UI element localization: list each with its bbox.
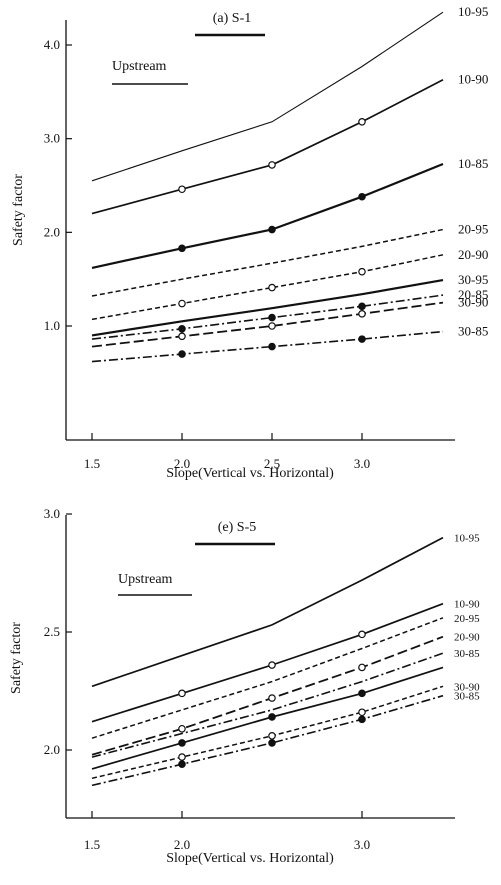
x-tick-label: 2.0	[174, 456, 190, 471]
series-line-10-90	[91, 78, 444, 215]
data-point	[268, 283, 276, 292]
series-label: 20-90	[454, 632, 480, 644]
x-tick-label: 2.0	[174, 837, 190, 852]
series-label: 20-95	[454, 613, 480, 625]
data-point	[268, 713, 276, 721]
series-line-30-90	[91, 301, 444, 348]
series-label: 20-85	[458, 287, 488, 302]
chart-title: (e) S-5	[218, 520, 257, 535]
series-label: 10-90	[454, 599, 480, 611]
y-tick-label: 2.0	[44, 742, 60, 757]
series-line-10-85	[91, 162, 444, 269]
y-tick-label: 2.5	[44, 624, 60, 639]
series-label: 10-85	[458, 156, 488, 171]
y-axis-label: Safety factor	[9, 622, 24, 694]
series-label: 10-95	[458, 4, 488, 19]
series-line-20-95	[91, 617, 444, 739]
series-line-30-85	[91, 652, 444, 758]
data-point	[178, 244, 186, 253]
data-point	[358, 689, 366, 698]
data-point	[358, 708, 366, 717]
chart-panel-1: 1.5 2.0 2.5 3.0 1.0 2.0 3.0 4.0 (a) S-1 Upstream S…	[11, 4, 488, 481]
x-axis-label: Slope(Vertical vs. Horizontal)	[166, 466, 334, 481]
data-point	[268, 661, 276, 669]
y-tick-label: 3.0	[44, 506, 60, 521]
y-tick-label: 1.0	[44, 318, 60, 333]
y-tick-label: 4.0	[44, 37, 60, 52]
data-point	[268, 322, 276, 330]
x-tick-label: 1.5	[84, 837, 100, 852]
series-line-10-95	[91, 536, 444, 688]
data-point	[358, 335, 366, 343]
data-point	[358, 715, 366, 724]
data-point	[358, 663, 366, 672]
series-line-30-95	[91, 279, 444, 337]
series-label: 10-90	[458, 72, 488, 87]
chart-panel-2: 1.5 2.0 3.0 2.0 2.5 3.0 (e) S-5 Upstream Safety …	[9, 506, 480, 866]
series-label: 20-95	[458, 222, 488, 237]
data-point	[358, 192, 366, 201]
series-label: 10-95	[454, 533, 480, 545]
data-point	[178, 753, 186, 761]
data-point	[268, 694, 276, 702]
upstream-annotation: Upstream	[112, 59, 167, 74]
data-point	[268, 161, 276, 169]
series-line-20-90	[91, 254, 444, 321]
x-tick-label: 3.0	[354, 837, 370, 852]
data-point	[358, 310, 366, 318]
x-tick-label: 3.0	[354, 456, 370, 471]
data-point	[178, 350, 186, 358]
series-label: 20-90	[458, 247, 488, 262]
series-line-30-85	[91, 694, 444, 787]
data-point	[268, 313, 276, 322]
data-point	[178, 689, 186, 698]
series-label: 30-90	[458, 295, 488, 310]
series-line-10-90	[91, 602, 444, 723]
data-point	[268, 225, 276, 234]
data-point	[268, 739, 276, 747]
x-tick-label: 2.5	[264, 456, 280, 471]
series-label: 30-85	[454, 691, 480, 703]
x-tick-label: 1.5	[84, 456, 100, 471]
upstream-annotation: Upstream	[118, 572, 173, 587]
data-point	[178, 739, 186, 747]
series-label: 30-85	[454, 648, 480, 660]
data-point	[268, 342, 276, 351]
data-point	[178, 760, 186, 768]
series-line-20-85	[91, 294, 444, 340]
data-point	[358, 118, 366, 126]
data-point	[178, 724, 186, 733]
series-label: 30-90	[454, 681, 480, 693]
y-tick-label: 3.0	[44, 131, 60, 146]
data-point	[178, 325, 186, 333]
series-line-10-95	[91, 11, 444, 182]
x-axis-label: Slope(Vertical vs. Horizontal)	[166, 851, 334, 866]
series-line-20-95	[91, 228, 444, 297]
y-axis-label: Safety factor	[11, 174, 26, 246]
data-point	[358, 267, 366, 276]
data-point	[358, 630, 366, 639]
data-point	[178, 299, 186, 308]
series-line-30-85	[91, 330, 444, 363]
chart-title: (a) S-1	[213, 11, 252, 26]
data-point	[268, 732, 276, 740]
data-point	[178, 185, 186, 194]
data-point	[358, 302, 366, 311]
y-tick-label: 2.0	[44, 224, 60, 239]
series-label: 30-95	[458, 272, 488, 287]
series-label: 30-85	[458, 324, 488, 339]
data-point	[178, 332, 186, 341]
